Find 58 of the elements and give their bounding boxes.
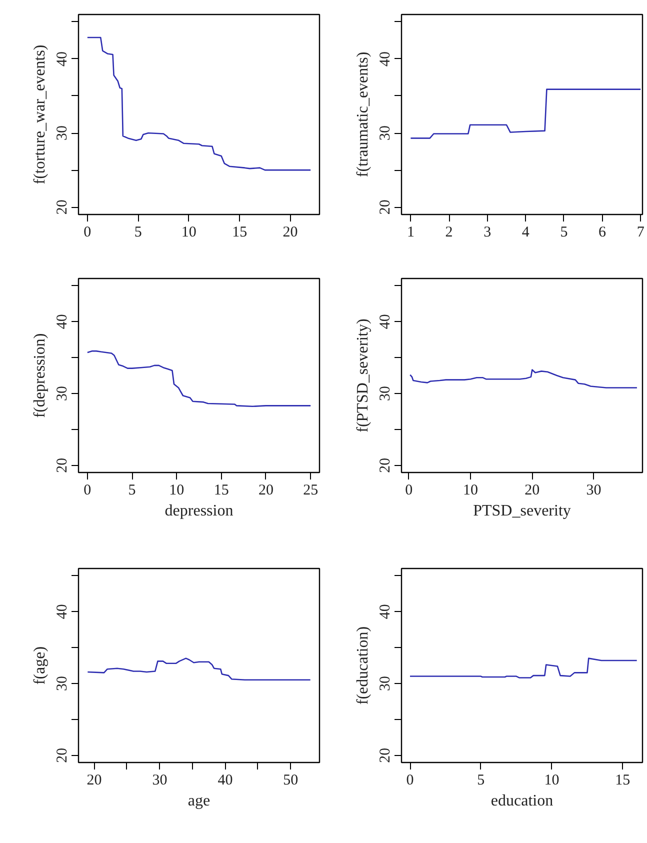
x-tick-label: 10 [544, 772, 560, 788]
y-tick-label: 40 [378, 51, 394, 66]
x-tick-label: 50 [283, 772, 298, 788]
x-tick-label: 25 [303, 482, 318, 498]
x-tick-label: 10 [181, 224, 196, 240]
x-tick-label: 40 [218, 772, 233, 788]
y-tick-label: 40 [54, 51, 70, 66]
x-tick-label: 30 [152, 772, 168, 788]
x-tick-label: 10 [463, 482, 478, 498]
y-tick-label: 30 [54, 676, 70, 691]
x-tick-label: 4 [522, 224, 530, 240]
x-axis-title: education [490, 792, 554, 810]
y-tick-label: 20 [378, 200, 394, 215]
y-tick-label: 40 [378, 314, 394, 330]
x-tick-label: 5 [560, 224, 568, 240]
x-tick-label: 20 [258, 482, 274, 498]
x-tick-label: 15 [232, 224, 248, 240]
y-axis-title: f(education) [354, 626, 372, 705]
x-tick-label: 2 [445, 224, 453, 240]
y-tick-label: 30 [54, 126, 70, 141]
x-tick-label: 7 [636, 224, 645, 240]
y-tick-label: 30 [54, 386, 70, 401]
y-tick-label: 20 [54, 748, 70, 763]
x-tick-label: 10 [169, 482, 184, 498]
y-tick-label: 40 [54, 314, 70, 330]
x-tick-label: 30 [586, 482, 602, 498]
x-tick-label: 0 [84, 224, 92, 240]
y-axis-title: f(depression) [32, 333, 48, 418]
x-tick-label: 3 [484, 224, 492, 240]
y-tick-label: 40 [378, 604, 394, 620]
y-axis-title: f(age) [32, 646, 48, 685]
x-tick-label: 1 [406, 224, 414, 240]
x-tick-label: 0 [84, 482, 92, 498]
x-tick-label: 5 [477, 772, 485, 788]
x-tick-label: 5 [128, 482, 136, 498]
x-axis-title: depression [164, 502, 234, 520]
y-axis-title: f(PTSD_severity) [354, 318, 372, 432]
x-tick-label: 15 [615, 772, 630, 788]
x-tick-label: 0 [406, 772, 414, 788]
y-tick-label: 20 [54, 200, 70, 215]
y-tick-label: 30 [378, 126, 394, 141]
x-tick-label: 6 [598, 224, 607, 240]
y-tick-label: 30 [378, 386, 394, 401]
y-tick-label: 20 [378, 748, 394, 763]
x-tick-label: 20 [524, 482, 540, 498]
x-tick-label: 15 [214, 482, 229, 498]
y-tick-label: 40 [54, 604, 70, 620]
x-axis-title: age [188, 792, 210, 810]
x-axis-title: PTSD_severity [473, 502, 571, 520]
y-tick-label: 20 [54, 458, 70, 473]
x-tick-label: 0 [405, 482, 413, 498]
y-tick-label: 30 [378, 676, 394, 691]
x-tick-label: 20 [86, 772, 102, 788]
x-tick-label: 20 [282, 224, 298, 240]
y-axis-title: f(torture_war_events) [32, 44, 48, 184]
y-axis-title: f(traumatic_events) [354, 52, 372, 178]
y-tick-label: 20 [378, 458, 394, 473]
x-tick-label: 5 [134, 224, 142, 240]
